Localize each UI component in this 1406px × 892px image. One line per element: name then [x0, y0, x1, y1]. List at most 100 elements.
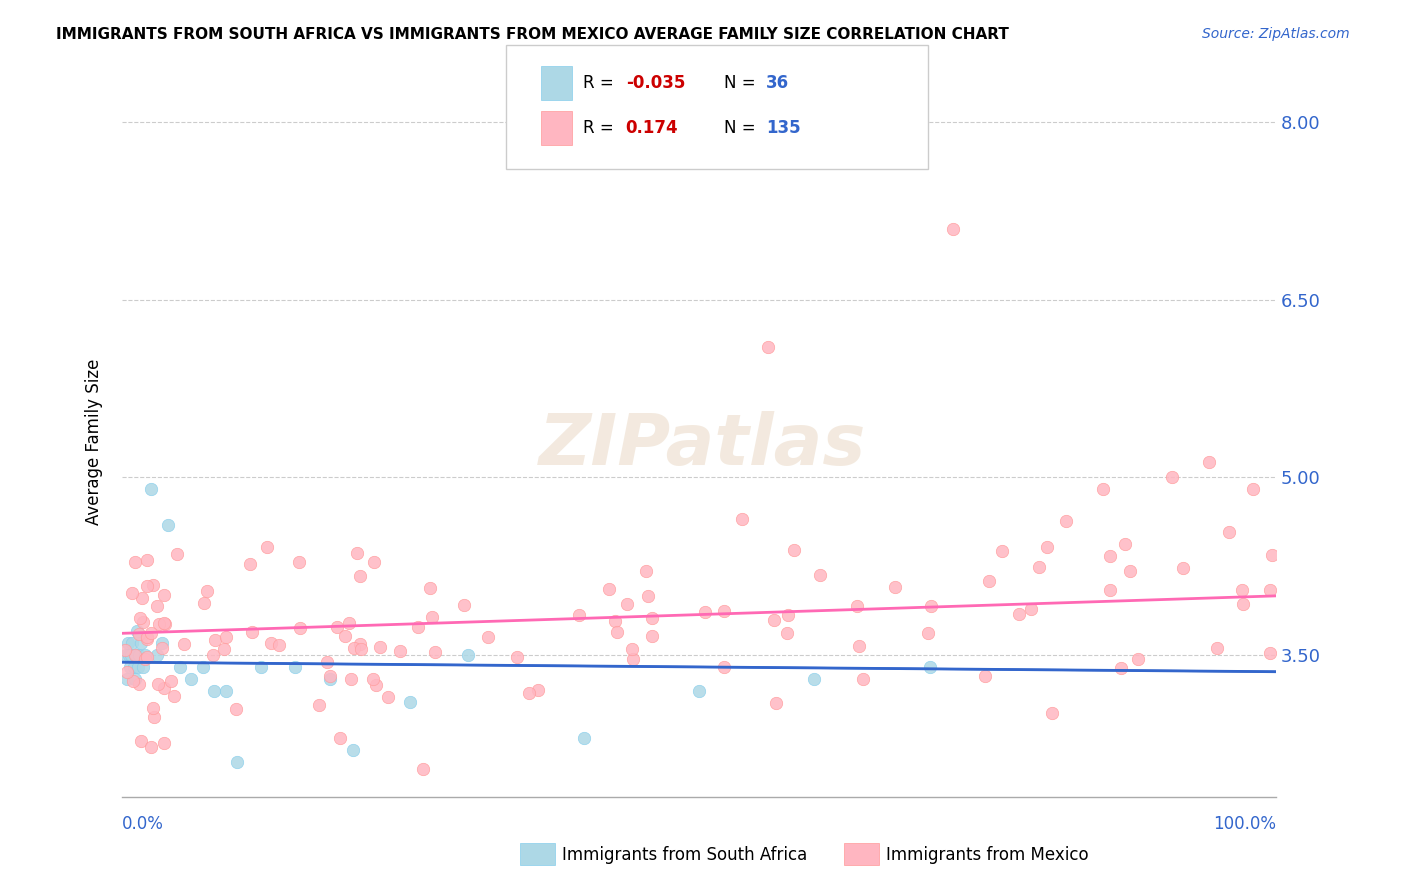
Point [423, 645, 446, 659]
Point [349, 569, 371, 583]
Point [377, 690, 399, 705]
Point [693, 606, 716, 620]
Point [1019, 602, 1042, 616]
Point [136, 579, 159, 593]
Point [776, 608, 799, 623]
Point [162, 689, 184, 703]
Point [160, 674, 183, 689]
Point [605, 614, 627, 628]
Point [641, 611, 664, 625]
Point [616, 597, 638, 611]
Point [308, 698, 330, 713]
Text: Immigrants from Mexico: Immigrants from Mexico [886, 846, 1088, 863]
Point [135, 650, 157, 665]
Point [142, 701, 165, 715]
Point [134, 651, 156, 665]
Point [132, 660, 155, 674]
Point [776, 626, 799, 640]
Point [1261, 549, 1284, 563]
Point [142, 710, 165, 724]
Point [148, 677, 170, 691]
Point [731, 511, 754, 525]
Text: IMMIGRANTS FROM SOUTH AFRICA VS IMMIGRANTS FROM MEXICO AVERAGE FAMILY SIZE CORRE: IMMIGRANTS FROM SOUTH AFRICA VS IMMIGRAN… [56, 27, 1010, 42]
Point [316, 655, 339, 669]
Point [453, 599, 475, 613]
Point [713, 604, 735, 618]
Point [204, 632, 226, 647]
Point [1091, 482, 1114, 496]
Point [363, 556, 385, 570]
Point [641, 629, 664, 643]
Point [122, 660, 145, 674]
Point [370, 640, 392, 655]
Point [267, 638, 290, 652]
Point [782, 542, 804, 557]
Point [637, 589, 659, 603]
Point [131, 591, 153, 606]
Text: 0.174: 0.174 [626, 119, 678, 136]
Text: ZIPatlas: ZIPatlas [540, 411, 866, 481]
Point [120, 648, 142, 662]
Point [974, 669, 997, 683]
Point [845, 599, 868, 613]
Point [117, 665, 139, 679]
Point [942, 221, 965, 235]
Point [288, 621, 311, 635]
Point [1028, 559, 1050, 574]
Point [688, 683, 710, 698]
Point [135, 630, 157, 644]
Point [124, 555, 146, 569]
Point [128, 627, 150, 641]
Point [225, 702, 247, 716]
Point [990, 544, 1012, 558]
Point [150, 641, 173, 656]
Point [713, 659, 735, 673]
Point [139, 626, 162, 640]
Point [329, 731, 352, 745]
Point [129, 611, 152, 625]
Point [572, 731, 595, 745]
Point [195, 584, 218, 599]
Point [134, 648, 156, 662]
Point [202, 683, 225, 698]
Point [1098, 582, 1121, 597]
Point [249, 660, 271, 674]
Point [977, 574, 1000, 589]
Point [132, 615, 155, 630]
Text: Immigrants from South Africa: Immigrants from South Africa [562, 846, 807, 863]
Point [918, 660, 941, 674]
Point [114, 648, 136, 662]
Point [148, 617, 170, 632]
Point [366, 678, 388, 692]
Point [136, 632, 159, 646]
Point [152, 736, 174, 750]
Point [884, 580, 907, 594]
Point [389, 644, 412, 658]
Text: N =: N = [724, 74, 761, 92]
Point [350, 641, 373, 656]
Point [124, 672, 146, 686]
Point [621, 652, 644, 666]
Point [333, 629, 356, 643]
Point [1119, 564, 1142, 578]
Point [153, 615, 176, 630]
Point [457, 648, 479, 662]
Point [1218, 525, 1240, 540]
Point [762, 613, 785, 627]
Point [340, 672, 363, 686]
Point [1054, 515, 1077, 529]
Point [152, 636, 174, 650]
Point [120, 660, 142, 674]
Point [202, 648, 225, 662]
Point [173, 637, 195, 651]
Point [256, 540, 278, 554]
Text: 135: 135 [766, 119, 801, 136]
Point [212, 642, 235, 657]
Point [1036, 541, 1059, 555]
Point [191, 660, 214, 674]
Point [598, 582, 620, 597]
Point [239, 557, 262, 571]
Point [848, 639, 870, 653]
Point [412, 763, 434, 777]
Point [803, 672, 825, 686]
